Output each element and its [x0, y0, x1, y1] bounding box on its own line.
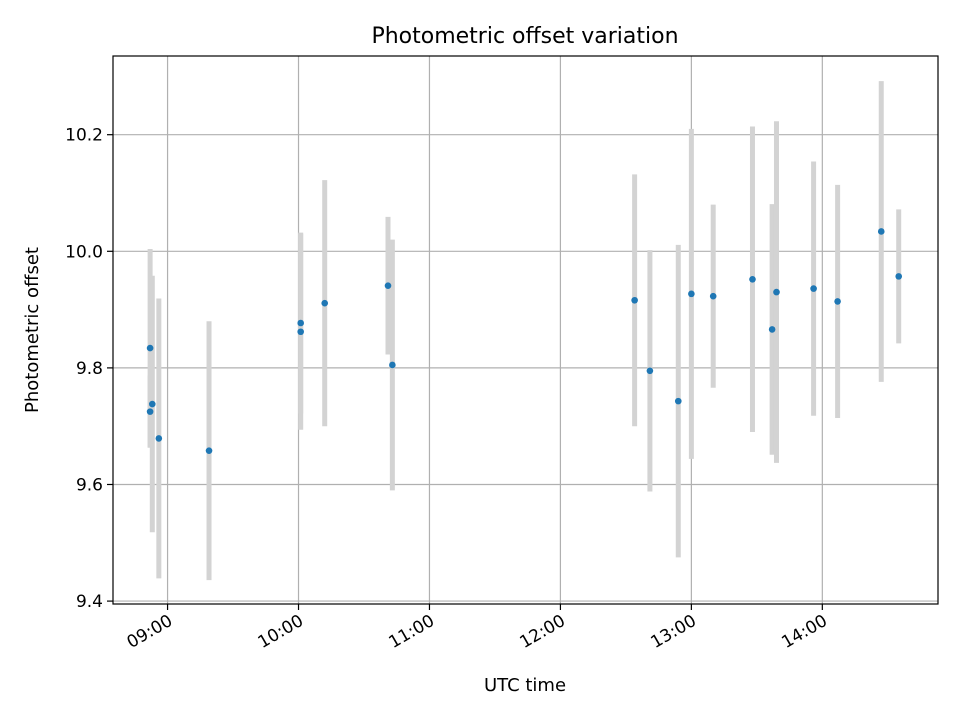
x-tick-label: 13:00 [647, 611, 699, 653]
chart-title: Photometric offset variation [371, 24, 678, 49]
data-point [877, 228, 885, 235]
data-point [297, 319, 304, 327]
data-points [146, 228, 903, 454]
x-tick-label: 10:00 [255, 611, 307, 653]
data-point [674, 397, 682, 405]
y-axis-label: Photometric offset [22, 247, 43, 413]
y-tick-label: 9.4 [76, 592, 103, 612]
data-point [146, 344, 154, 352]
x-axis-label: UTC time [484, 675, 566, 696]
data-point [895, 273, 903, 280]
y-axis-ticks: 9.4 9.6 9.8 10.0 10.2 [65, 126, 113, 612]
data-point [688, 290, 695, 298]
data-point [297, 328, 304, 336]
data-point [631, 296, 638, 304]
data-point [384, 282, 392, 289]
data-point [146, 408, 154, 415]
y-tick-label: 10.0 [65, 242, 103, 262]
x-tick-label: 11:00 [386, 611, 438, 653]
data-point [155, 435, 163, 442]
data-point [389, 361, 396, 369]
data-point [709, 292, 717, 300]
data-point [768, 326, 776, 333]
x-tick-label: 12:00 [516, 611, 568, 653]
data-point [749, 275, 756, 283]
data-point [810, 285, 817, 292]
data-point [205, 447, 213, 454]
data-point [646, 367, 654, 375]
data-point [148, 400, 156, 408]
data-point [834, 298, 841, 305]
y-tick-label: 9.8 [76, 359, 103, 379]
plot-frame [112, 55, 939, 605]
x-tick-label: 09:00 [124, 611, 176, 653]
data-point [773, 288, 780, 296]
x-tick-label: 14:00 [778, 611, 830, 653]
y-tick-label: 10.2 [65, 126, 103, 146]
y-tick-label: 9.6 [76, 475, 103, 495]
x-axis-ticks: 09:00 10:00 11:00 12:00 13:00 14:00 [124, 604, 831, 653]
plot-background [113, 56, 938, 604]
data-point [321, 299, 329, 307]
